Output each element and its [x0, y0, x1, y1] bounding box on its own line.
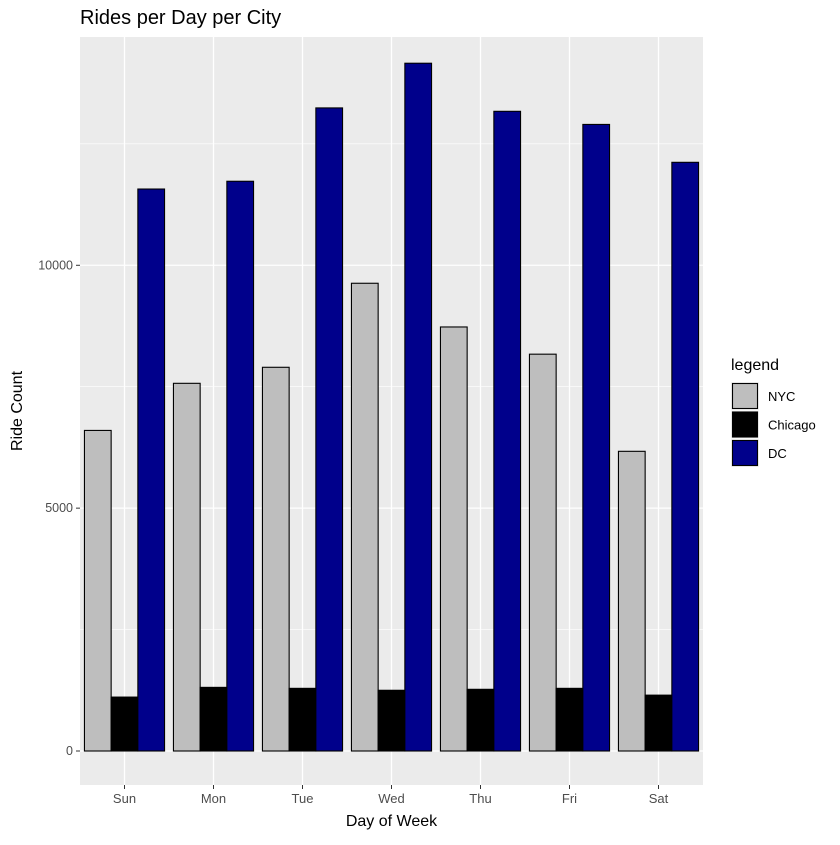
- bar-chicago-thu: [466, 688, 495, 752]
- y-tick-label: 5000: [45, 501, 73, 515]
- x-tick-label: Tue: [292, 791, 314, 806]
- chart-title: Rides per Day per City: [80, 7, 281, 29]
- bar-chicago-wed: [377, 689, 406, 752]
- bar-dc-sat: [671, 161, 700, 752]
- bar-nyc-tue: [261, 366, 290, 752]
- y-tick-label: 10000: [38, 258, 73, 272]
- bar-dc-wed: [404, 62, 433, 752]
- bar-nyc-sun: [83, 429, 112, 752]
- legend-label-chicago: Chicago: [768, 418, 816, 433]
- legend-title: legend: [731, 357, 779, 374]
- bar-dc-sun: [137, 188, 166, 752]
- legend: legend NYC Chicago DC: [731, 357, 816, 467]
- x-tick-label: Mon: [201, 791, 226, 806]
- bar-dc-tue: [315, 107, 344, 752]
- x-tick-label: Sat: [649, 791, 669, 806]
- bar-dc-fri: [582, 123, 611, 752]
- x-tick-label: Thu: [469, 791, 491, 806]
- x-tick-label: Wed: [378, 791, 405, 806]
- bar-nyc-wed: [350, 282, 379, 752]
- legend-key-dc: [731, 439, 759, 467]
- bars: [83, 62, 700, 752]
- x-tick-label: Fri: [562, 791, 577, 806]
- grid-lines: [80, 37, 703, 785]
- x-axis-label: Day of Week: [346, 813, 438, 830]
- bar-nyc-mon: [172, 382, 201, 752]
- bar-chicago-fri: [555, 687, 584, 752]
- bar-chicago-tue: [288, 687, 317, 752]
- y-axis-label: Ride Count: [9, 370, 26, 451]
- bar-dc-thu: [493, 110, 522, 752]
- x-tick-label: Sun: [113, 791, 136, 806]
- bar-chicago-sun: [110, 696, 139, 752]
- legend-label-dc: DC: [768, 446, 787, 461]
- bar-chicago-sat: [644, 694, 673, 752]
- axes: 0 5000 10000 Sun Mon Tue Wed Thu Fri Sat: [38, 258, 668, 806]
- legend-key-chicago: [731, 411, 759, 438]
- legend-label-nyc: NYC: [768, 389, 795, 404]
- bar-nyc-thu: [439, 326, 468, 752]
- bar-nyc-sat: [617, 450, 646, 752]
- legend-key-nyc: [731, 382, 759, 410]
- bar-nyc-fri: [528, 353, 557, 752]
- bar-chicago-mon: [199, 686, 228, 752]
- y-tick-label: 0: [66, 744, 73, 758]
- bar-dc-mon: [226, 180, 255, 752]
